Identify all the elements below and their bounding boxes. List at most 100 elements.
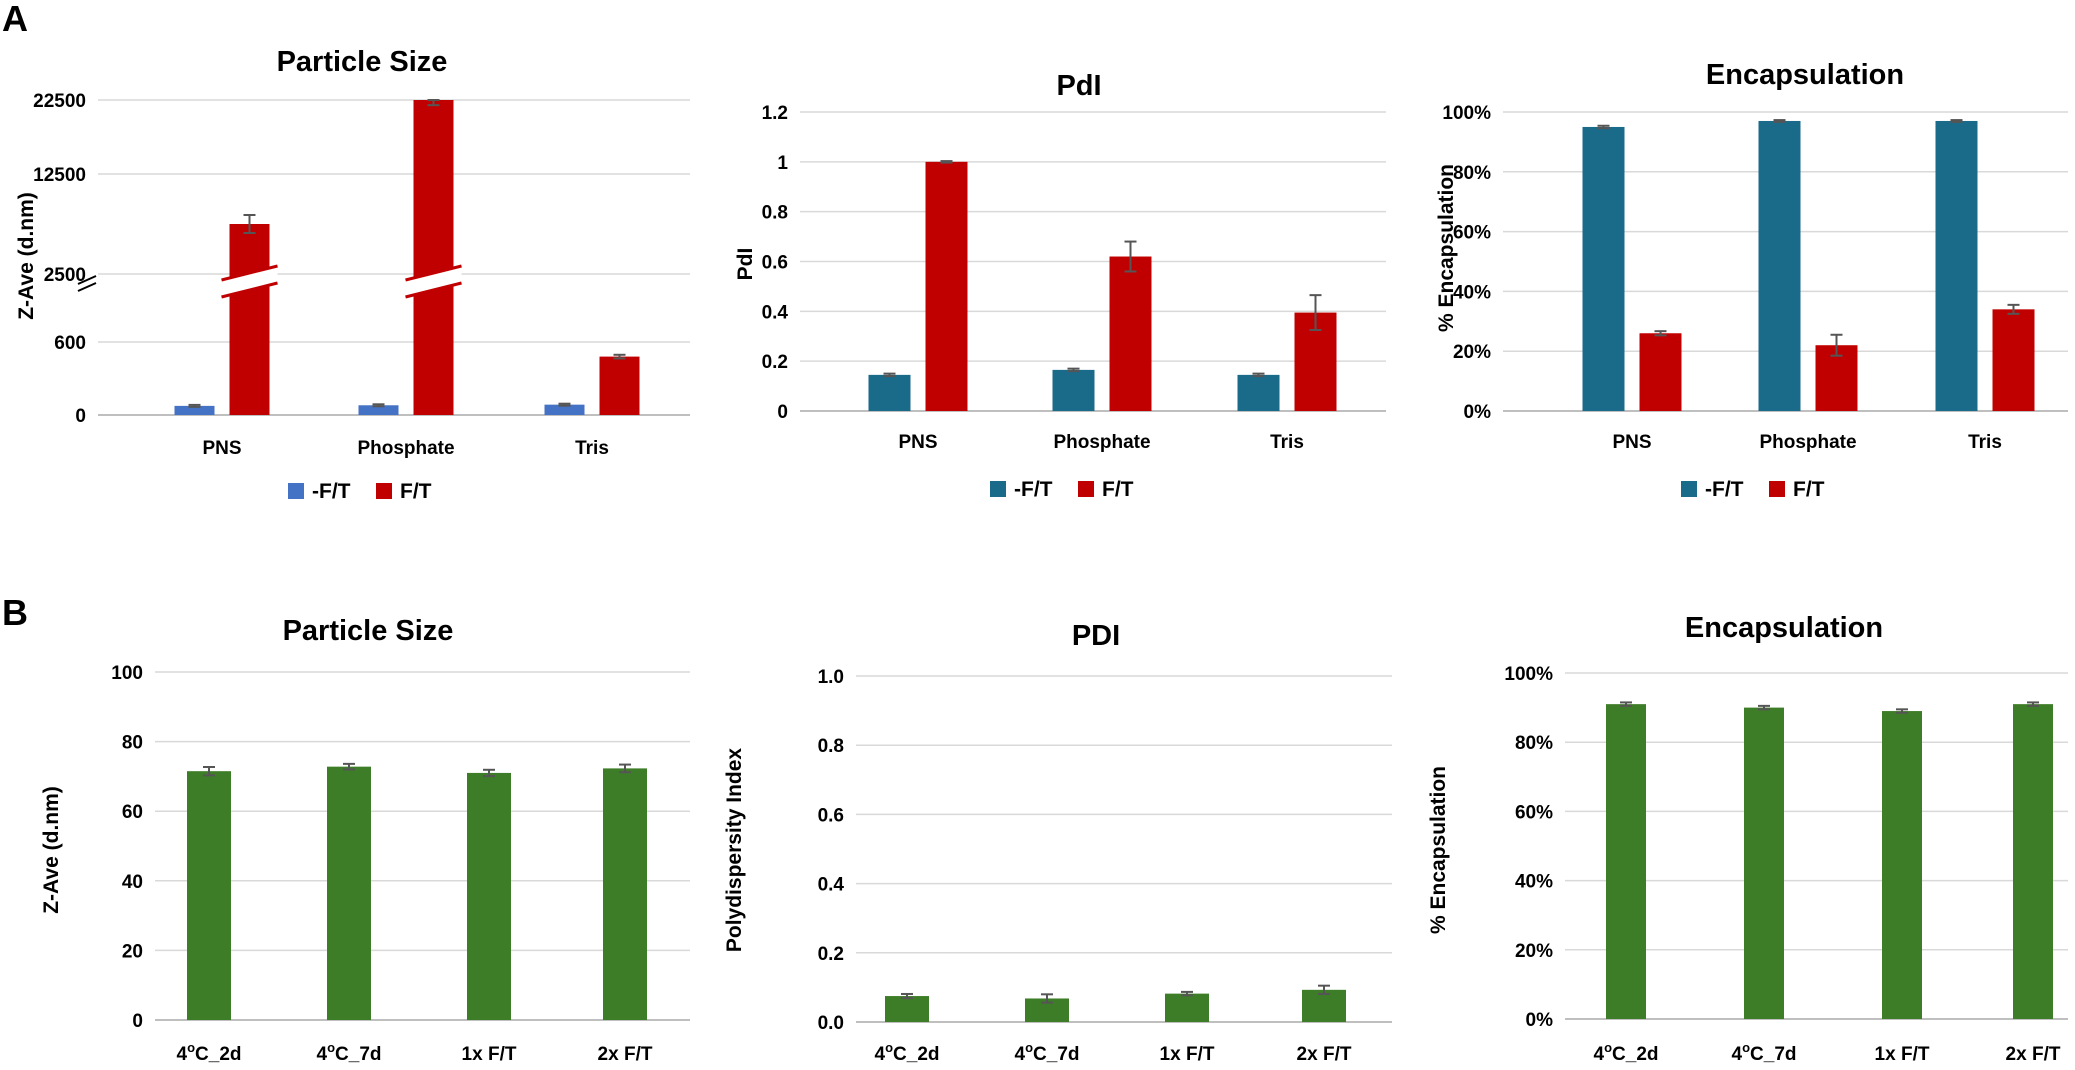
- chart-3-bar-1-3: [1935, 120, 1978, 411]
- chart-4-bar-1-4: [603, 768, 647, 1020]
- chart-2-legend-label-2: F/T: [1102, 478, 1134, 501]
- chart-4-ytick-label: 0: [132, 1011, 143, 1032]
- chart-1-ytick-label: 600: [54, 333, 86, 354]
- chart-1-title: Particle Size: [277, 46, 448, 78]
- chart-5-ytick-label: 1.0: [818, 667, 844, 688]
- chart-1-ytick-label: 12500: [33, 165, 86, 186]
- chart-4-bar-1-1: [187, 771, 231, 1020]
- chart-3-legend-label-1: -F/T: [1705, 478, 1744, 501]
- chart-1-break-line-1: [221, 264, 278, 282]
- chart-2-ytick-label: 0.4: [762, 302, 789, 323]
- chart-6-category-label: 4oC_7d: [1732, 1040, 1797, 1065]
- chart-5-ytick-label: 0.8: [818, 736, 844, 757]
- chart-5-bar-1-4: [1302, 989, 1346, 1022]
- chart-3-ytick-label: 100%: [1442, 103, 1491, 124]
- chart-3-errorbar-1-1: [1597, 124, 1610, 130]
- chart-4-errorbar-1-4: [619, 763, 631, 774]
- chart-4-category-label: 2x F/T: [598, 1044, 653, 1065]
- chart-6-ytick-label: 40%: [1515, 872, 1553, 893]
- chart-4-errorbar-1-1: [203, 766, 215, 777]
- chart-2-errorbar-2-3: [1309, 294, 1322, 332]
- chart-6-category-label: 2x F/T: [2006, 1044, 2061, 1065]
- chart-3-errorbar-2-2: [1830, 333, 1843, 357]
- chart-5-errorbar-1-2: [1041, 993, 1053, 1004]
- chart-4-ytick-label: 40: [122, 872, 143, 893]
- chart-1-legend-label-1: -F/T: [312, 480, 351, 503]
- chart-1-ytick-label: 22500: [33, 91, 86, 112]
- chart-6-ytick-label: 20%: [1515, 941, 1553, 962]
- chart-3-legend-swatch-1: [1681, 481, 1697, 497]
- chart-4-category-label: 1x F/T: [462, 1044, 517, 1065]
- chart-3-ytick-label: 40%: [1453, 282, 1491, 303]
- chart-6-bar-1-2: [1744, 707, 1784, 1019]
- chart-5-ytick-label: 0.4: [818, 875, 845, 896]
- chart-4-category-label: 4oC_2d: [177, 1040, 242, 1065]
- chart-6-category-label: 4oC_2d: [1594, 1040, 1659, 1065]
- chart-6-bar-1-1: [1606, 704, 1646, 1019]
- chart-2-ytick-label: 0: [777, 402, 788, 423]
- chart-2-ytick-label: 0.2: [762, 352, 788, 373]
- chart-5-bar-1-1: [885, 996, 929, 1022]
- chart-3-bar-1-2: [1758, 120, 1801, 411]
- chart-6-ytick-label: 0%: [1526, 1010, 1554, 1031]
- chart-6-title: Encapsulation: [1685, 612, 1883, 644]
- chart-5-errorbar-1-1: [901, 992, 913, 1000]
- chart-1-legend-swatch-1: [288, 483, 304, 499]
- chart-1-bar-1-1: [174, 405, 215, 415]
- chart-5-category-label: 2x F/T: [1297, 1044, 1352, 1065]
- chart-2-category-label: Phosphate: [1053, 432, 1150, 453]
- chart-2-category-label: PNS: [898, 432, 937, 453]
- chart-2-ytick-label: 1: [777, 153, 788, 174]
- chart-4-ytick-label: 60: [122, 802, 143, 823]
- chart-3-errorbar-2-1: [1654, 330, 1667, 337]
- chart-2-errorbar-1-2: [1067, 367, 1080, 373]
- chart-1-bar-2-1: [229, 224, 270, 415]
- chart-4-ytick-label: 100: [111, 663, 143, 684]
- chart-1-break-line-1: [221, 281, 278, 299]
- chart-5-bar-1-3: [1165, 993, 1209, 1022]
- chart-4-errorbar-1-2: [343, 762, 355, 771]
- chart-5-ytick-label: 0.2: [818, 944, 844, 965]
- chart-1-axis-break-mark: [77, 282, 97, 292]
- chart-5-ytick-label: 0.0: [818, 1013, 844, 1034]
- chart-4-bar-1-3: [467, 772, 511, 1020]
- chart-1-legend-swatch-2: [376, 483, 392, 499]
- chart-1-axis-break-mark: [77, 275, 97, 285]
- chart-1-errorbar-2-2: [427, 99, 440, 107]
- chart-1-break-gap-2: [405, 266, 462, 297]
- chart-2-errorbar-2-2: [1124, 240, 1137, 273]
- chart-2-title: PdI: [1056, 70, 1101, 102]
- chart-5-category-label: 4oC_7d: [1015, 1040, 1080, 1065]
- chart-2-errorbar-1-1: [883, 372, 896, 378]
- chart-3-ytick-label: 20%: [1453, 342, 1491, 363]
- chart-4-bar-1-2: [327, 766, 371, 1020]
- chart-4-ytick-label: 20: [122, 941, 143, 962]
- chart-5-category-label: 1x F/T: [1160, 1044, 1215, 1065]
- chart-2-legend-swatch-1: [990, 481, 1006, 497]
- chart-5-ytick-label: 0.6: [818, 805, 844, 826]
- chart-1-bar-2-3: [599, 356, 640, 415]
- chart-3-category-label: Phosphate: [1759, 432, 1856, 453]
- chart-1-errorbar-1-1: [188, 403, 201, 408]
- chart-1-break-gap-1: [221, 266, 278, 297]
- chart-5-ylabel: Polydispersity Index: [723, 748, 746, 953]
- chart-3-ytick-label: 60%: [1453, 223, 1491, 244]
- chart-2-ytick-label: 0.6: [762, 253, 788, 274]
- chart-6-errorbar-1-3: [1896, 708, 1908, 714]
- chart-6-bar-1-3: [1882, 711, 1922, 1019]
- panel-letter-a: A: [2, 0, 28, 39]
- chart-3-bar-2-1: [1639, 333, 1682, 411]
- chart-1-bar-2-2: [413, 100, 454, 415]
- chart-4-errorbar-1-3: [483, 768, 495, 778]
- chart-1-bar-1-2: [358, 405, 399, 415]
- chart-1-category-label: Tris: [575, 438, 609, 459]
- chart-1-bar-1-3: [544, 404, 585, 415]
- chart-3-legend-swatch-2: [1769, 481, 1785, 497]
- chart-2-bar-1-2: [1052, 369, 1095, 411]
- chart-6-bar-1-4: [2013, 704, 2053, 1019]
- chart-6-ylabel: % Encapsulation: [1427, 766, 1450, 934]
- chart-5-bar-1-2: [1025, 998, 1069, 1022]
- chart-3-category-label: Tris: [1968, 432, 2002, 453]
